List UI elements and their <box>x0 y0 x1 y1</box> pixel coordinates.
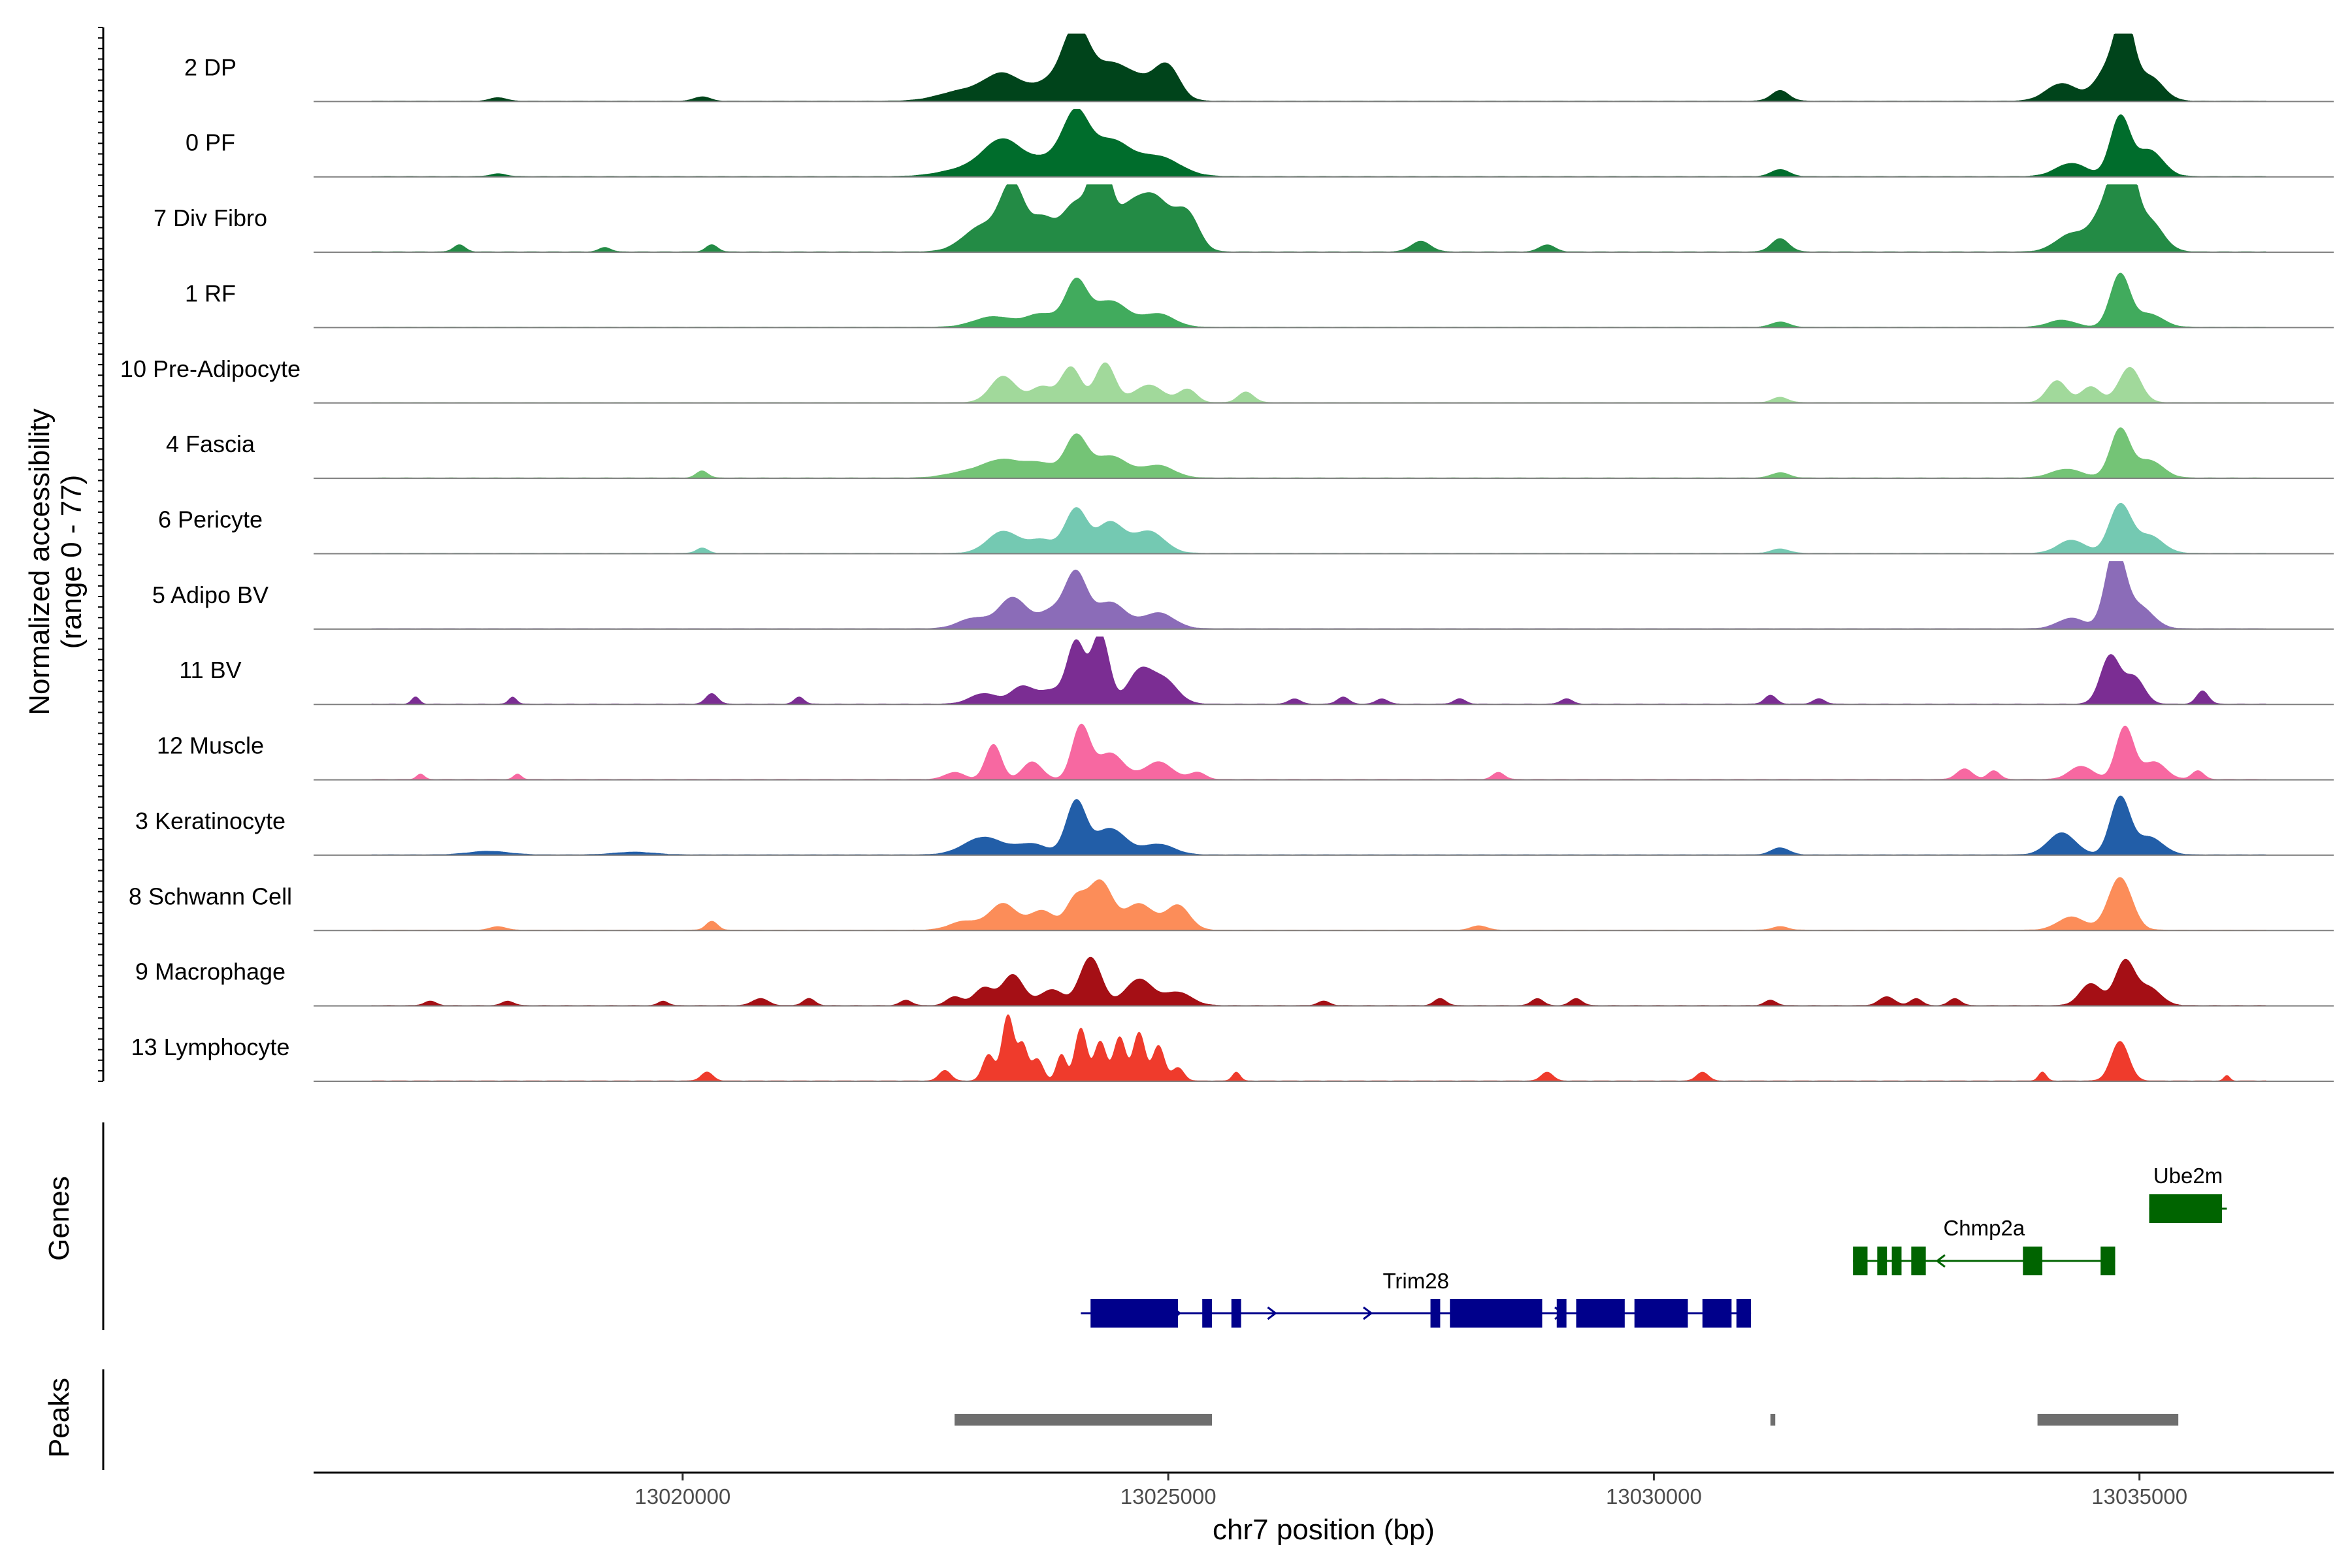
coverage-area <box>371 561 2266 630</box>
x-tick-label: 13035000 <box>2091 1484 2187 1509</box>
exon <box>1702 1299 1732 1328</box>
exon <box>1450 1299 1543 1328</box>
coverage-area <box>371 108 2266 178</box>
track-9: 12 Muscle <box>157 723 2334 781</box>
track-7: 5 Adipo BV <box>152 561 2334 630</box>
track-10: 3 Keratinocyte <box>135 795 2334 856</box>
coverage-area <box>371 427 2266 479</box>
track-1: 0 PF <box>186 108 2334 178</box>
strand-arrow <box>1363 1306 1373 1320</box>
track-label: 12 Muscle <box>157 732 264 759</box>
gene-chmp2a: Chmp2a <box>1853 1216 2115 1275</box>
track-3: 1 RF <box>185 272 2334 329</box>
gene-track: Trim28 Chmp2a Ube2m <box>102 1122 2227 1330</box>
peak-region <box>2037 1414 2179 1426</box>
coverage-area <box>371 956 2266 1007</box>
track-label: 1 RF <box>185 280 236 306</box>
track-label: 7 Div Fibro <box>154 204 267 231</box>
x-axis-title: chr7 position (bp) <box>1213 1514 1435 1546</box>
track-label: 3 Keratinocyte <box>135 808 286 834</box>
track-label: 13 Lymphocyte <box>131 1034 290 1060</box>
track-5: 4 Fascia <box>166 427 2334 480</box>
track-11: 8 Schwann Cell <box>129 877 2334 932</box>
track-2: 7 Div Fibro <box>154 184 2334 253</box>
exon <box>1231 1299 1241 1328</box>
peaks-track-label: Peaks <box>43 1378 75 1458</box>
coverage-area <box>371 502 2266 554</box>
exon <box>1202 1299 1213 1328</box>
track-label: 4 Fascia <box>166 431 255 457</box>
exon <box>1576 1299 1625 1328</box>
x-tick-label: 13030000 <box>1606 1484 1702 1509</box>
x-tick-label: 13025000 <box>1120 1484 1217 1509</box>
y-axis-title-line2: (range 0 - 77) <box>56 475 88 649</box>
track-13: 13 Lymphocyte <box>131 1014 2334 1082</box>
exon <box>1556 1299 1567 1328</box>
track-label: 9 Macrophage <box>135 958 286 985</box>
track-label: 11 BV <box>179 657 241 683</box>
gene-trim28: Trim28 <box>1081 1269 1752 1328</box>
coverage-area <box>371 795 2266 856</box>
exon <box>1891 1247 1902 1275</box>
track-12: 9 Macrophage <box>135 956 2334 1007</box>
track-0: 2 DP <box>184 33 2334 103</box>
exon <box>1634 1299 1688 1328</box>
track-label: 0 PF <box>186 129 235 156</box>
gene-label: Ube2m <box>2153 1164 2223 1188</box>
strand-arrow <box>1267 1306 1277 1320</box>
gene-label: Trim28 <box>1382 1269 1448 1293</box>
coverage-area <box>371 362 2266 404</box>
exon <box>1853 1247 1868 1275</box>
peak-region <box>1770 1414 1776 1426</box>
exon <box>1430 1299 1441 1328</box>
coverage-area <box>371 272 2266 328</box>
coverage-area <box>371 33 2266 102</box>
genes-track-label: Genes <box>43 1176 75 1261</box>
track-label: 5 Adipo BV <box>152 581 269 608</box>
gene-ube2m: Ube2m <box>2149 1164 2227 1223</box>
coverage-area <box>371 636 2266 705</box>
coverage-area <box>371 723 2266 781</box>
exon <box>2149 1194 2223 1223</box>
exon <box>1736 1299 1752 1328</box>
coverage-area <box>371 877 2266 931</box>
strand-arrow <box>1935 1254 1946 1268</box>
gene-label: Chmp2a <box>1943 1216 2025 1240</box>
track-4: 10 Pre-Adipocyte <box>120 355 2334 404</box>
coverage-area <box>371 184 2266 253</box>
x-axis: 13020000 13025000 13030000 13035000 <box>314 1471 2334 1509</box>
peak-region <box>955 1414 1213 1426</box>
coverage-tracks: 2 DP 0 PF 7 Div Fibro 1 RF 10 Pre-Adipocyte 4… <box>98 27 2334 1082</box>
exon <box>2100 1247 2115 1275</box>
track-label: 8 Schwann Cell <box>129 883 292 909</box>
track-label: 2 DP <box>184 54 237 80</box>
coverage-area <box>371 1014 2266 1082</box>
track-8: 11 BV <box>179 636 2334 706</box>
exon <box>2023 1247 2043 1275</box>
exon <box>1911 1247 1926 1275</box>
y-axis-title-line1: Normalized accessibility <box>24 408 56 715</box>
track-6: 6 Pericyte <box>158 502 2334 555</box>
track-label: 6 Pericyte <box>158 506 263 533</box>
track-label: 10 Pre-Adipocyte <box>120 355 301 382</box>
x-tick-label: 13020000 <box>634 1484 730 1509</box>
exon <box>1877 1247 1887 1275</box>
exon <box>1090 1299 1179 1328</box>
peaks-track <box>102 1369 2179 1470</box>
